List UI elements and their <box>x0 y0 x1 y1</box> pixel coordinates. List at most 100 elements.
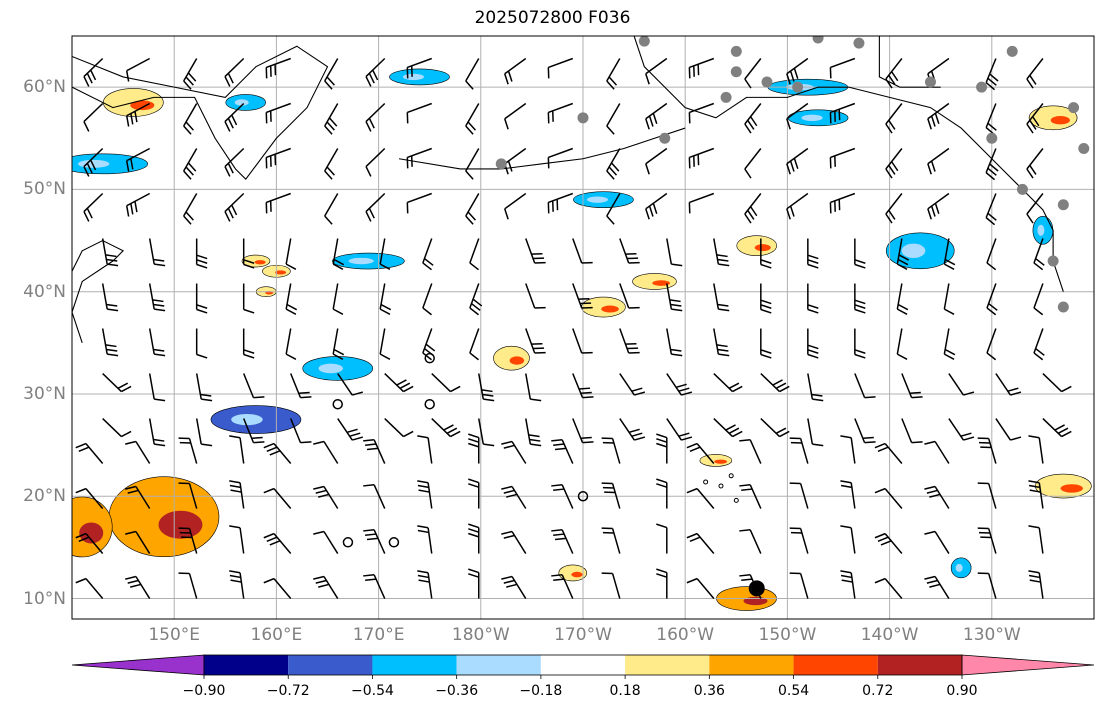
wind-barb <box>332 283 344 315</box>
wind-barb <box>525 328 546 354</box>
wind-barb <box>789 572 809 599</box>
wind-barb <box>606 148 621 180</box>
wind-barb <box>125 147 151 172</box>
station-dot <box>976 81 988 93</box>
wind-barb <box>551 439 574 464</box>
wind-barb <box>760 283 772 314</box>
station-dot <box>730 45 742 57</box>
wind-barb <box>927 147 950 175</box>
wind-barb <box>619 283 640 309</box>
wind-barb <box>547 102 574 124</box>
station-dot <box>730 66 742 78</box>
wind-barb <box>178 482 198 509</box>
wind-barb <box>1028 525 1044 554</box>
wind-barb <box>148 283 166 312</box>
wind-barb <box>125 440 151 464</box>
wind-barb <box>265 192 291 214</box>
wind-barb <box>874 487 903 510</box>
wind-barb <box>324 193 339 225</box>
colorbar-tick-label: −0.72 <box>266 683 310 699</box>
wind-barb <box>242 238 255 269</box>
wind-barb <box>807 373 824 402</box>
wind-barb <box>896 238 910 270</box>
wind-barb <box>840 570 856 599</box>
wind-barb <box>525 283 546 309</box>
wind-barb <box>713 238 730 267</box>
wind-barb <box>183 148 198 180</box>
wind-barb <box>656 523 668 554</box>
negative-region-edge <box>801 114 823 122</box>
wind-barb <box>977 572 997 599</box>
wind-barb <box>896 283 909 315</box>
wind-barb <box>572 418 594 444</box>
wind-barb <box>666 328 683 357</box>
wind-barb <box>1033 238 1045 271</box>
wind-barb <box>948 373 975 396</box>
wind-barb <box>656 568 668 599</box>
positive-region-core <box>1050 116 1070 125</box>
wind-barb <box>242 283 255 314</box>
wind-barb <box>125 57 151 82</box>
wind-barb <box>985 58 999 91</box>
station-dot <box>1068 102 1080 114</box>
wind-barb <box>1028 435 1044 464</box>
wind-barb <box>229 435 245 464</box>
wind-barb <box>525 373 542 402</box>
negative-region-edge <box>901 243 926 258</box>
wind-barb <box>285 283 298 315</box>
wind-barb <box>666 418 693 441</box>
open-station-marker <box>388 537 400 548</box>
colorbar-segment <box>793 655 878 675</box>
wind-barb <box>786 57 809 85</box>
wind-barb <box>178 437 198 464</box>
positive-region-core <box>743 596 768 606</box>
colorbar-tick-label: 0.18 <box>609 683 641 699</box>
wind-barb <box>469 283 483 316</box>
highlight-marker <box>748 580 765 597</box>
wind-barb <box>1042 417 1072 438</box>
colorbar-segment <box>709 655 794 675</box>
wind-barb <box>977 437 997 464</box>
wind-barb <box>290 418 312 444</box>
wind-barb <box>337 373 364 396</box>
wind-barb <box>468 568 480 599</box>
wind-barb <box>985 148 999 181</box>
wind-barb <box>854 283 866 314</box>
wind-barb <box>417 480 433 509</box>
wind-barb <box>224 102 245 132</box>
wind-barb <box>290 373 312 399</box>
lat-label: 60°N <box>23 77 66 98</box>
wind-barb <box>927 102 950 130</box>
wind-barb <box>379 238 391 270</box>
wind-barb <box>148 328 166 357</box>
wind-barb <box>195 418 213 447</box>
colorbar-segment <box>877 655 962 675</box>
wind-barb <box>760 417 790 438</box>
wind-barb <box>688 192 715 214</box>
lat-label: 40°N <box>23 281 66 302</box>
wind-barb <box>572 373 594 399</box>
wind-barb <box>242 328 255 359</box>
wind-barb <box>125 192 151 217</box>
wind-barb <box>83 57 104 87</box>
wind-barb <box>601 572 621 599</box>
wind-barb <box>332 238 345 270</box>
colorbar-tick-label: 0.54 <box>777 683 810 699</box>
island <box>703 479 709 485</box>
lon-label: 130°W <box>962 625 1021 645</box>
wind-barb <box>807 328 819 359</box>
wind-barb <box>263 442 292 465</box>
wind-barb <box>854 238 866 269</box>
positive-region-core <box>652 280 670 286</box>
wind-barb <box>1033 283 1044 316</box>
wind-barb <box>686 532 715 555</box>
wind-barb <box>337 418 364 441</box>
wind-barb <box>760 372 790 393</box>
wind-barb <box>406 147 433 169</box>
wind-barb <box>744 103 762 134</box>
wind-barb <box>744 58 762 89</box>
wind-barb <box>125 575 151 599</box>
shading-layer <box>72 68 1092 611</box>
gridlines <box>72 36 1094 619</box>
wind-barb <box>75 442 104 465</box>
